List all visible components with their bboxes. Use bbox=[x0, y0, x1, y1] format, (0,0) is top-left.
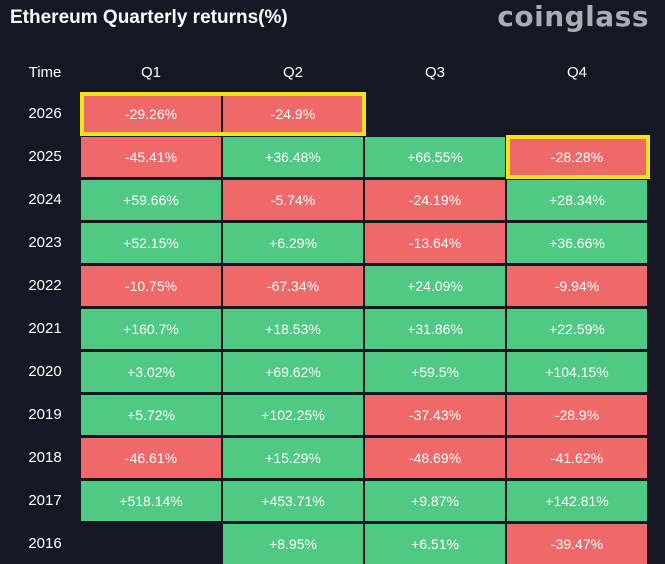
column-header-q1: Q1 bbox=[140, 64, 161, 81]
year-label: 2022 bbox=[28, 277, 62, 294]
return-cell: +6.51% bbox=[365, 524, 505, 564]
return-cell: +518.14% bbox=[81, 481, 221, 521]
return-cell: +5.72% bbox=[81, 395, 221, 435]
return-cell: -46.61% bbox=[81, 438, 221, 478]
return-cell: -10.75% bbox=[81, 266, 221, 306]
year-label: 2026 bbox=[28, 105, 62, 122]
return-cell: +59.5% bbox=[365, 352, 505, 392]
return-cell: -13.64% bbox=[365, 223, 505, 263]
return-cell: +18.53% bbox=[223, 309, 363, 349]
return-cell: -24.19% bbox=[365, 180, 505, 220]
return-cell: +160.7% bbox=[81, 309, 221, 349]
return-cell: -48.69% bbox=[365, 438, 505, 478]
return-cell: +104.15% bbox=[507, 352, 647, 392]
return-cell: -28.28% bbox=[507, 137, 647, 177]
return-cell: -9.94% bbox=[507, 266, 647, 306]
return-cell: -67.34% bbox=[223, 266, 363, 306]
column-header-q3: Q3 bbox=[424, 64, 445, 81]
column-header-q2: Q2 bbox=[282, 64, 303, 81]
return-cell: +15.29% bbox=[223, 438, 363, 478]
return-cell: +31.86% bbox=[365, 309, 505, 349]
return-cell: +69.62% bbox=[223, 352, 363, 392]
return-cell: +24.09% bbox=[365, 266, 505, 306]
return-cell: +9.87% bbox=[365, 481, 505, 521]
year-label: 2018 bbox=[28, 449, 62, 466]
return-cell: +8.95% bbox=[223, 524, 363, 564]
year-label: 2017 bbox=[28, 492, 62, 509]
brand-logo: coinglass bbox=[497, 0, 649, 33]
column-header-time: Time bbox=[28, 64, 62, 81]
year-label: 2023 bbox=[28, 234, 62, 251]
return-cell: +102.25% bbox=[223, 395, 363, 435]
column-header-q4: Q4 bbox=[566, 64, 587, 81]
year-label: 2019 bbox=[28, 406, 62, 423]
chart-title: Ethereum Quarterly returns(%) bbox=[10, 7, 288, 28]
year-label: 2025 bbox=[28, 148, 62, 165]
return-cell: +3.02% bbox=[81, 352, 221, 392]
return-cell: -39.47% bbox=[507, 524, 647, 564]
year-label: 2020 bbox=[28, 363, 62, 380]
return-cell: +453.71% bbox=[223, 481, 363, 521]
return-cell: +6.29% bbox=[223, 223, 363, 263]
return-cell: -37.43% bbox=[365, 395, 505, 435]
year-label: 2024 bbox=[28, 191, 62, 208]
return-cell: +36.66% bbox=[507, 223, 647, 263]
return-cell: -5.74% bbox=[223, 180, 363, 220]
return-cell: -28.9% bbox=[507, 395, 647, 435]
return-cell: +22.59% bbox=[507, 309, 647, 349]
return-cell: +59.66% bbox=[81, 180, 221, 220]
year-label: 2016 bbox=[28, 535, 62, 552]
return-cell: +52.15% bbox=[81, 223, 221, 263]
return-cell: -41.62% bbox=[507, 438, 647, 478]
return-cell: +36.48% bbox=[223, 137, 363, 177]
return-cell: -29.26% bbox=[81, 94, 221, 134]
return-cell: +142.81% bbox=[507, 481, 647, 521]
return-cell: +28.34% bbox=[507, 180, 647, 220]
year-label: 2021 bbox=[28, 320, 62, 337]
return-cell: -24.9% bbox=[223, 94, 363, 134]
return-cell: +66.55% bbox=[365, 137, 505, 177]
return-cell: -45.41% bbox=[81, 137, 221, 177]
